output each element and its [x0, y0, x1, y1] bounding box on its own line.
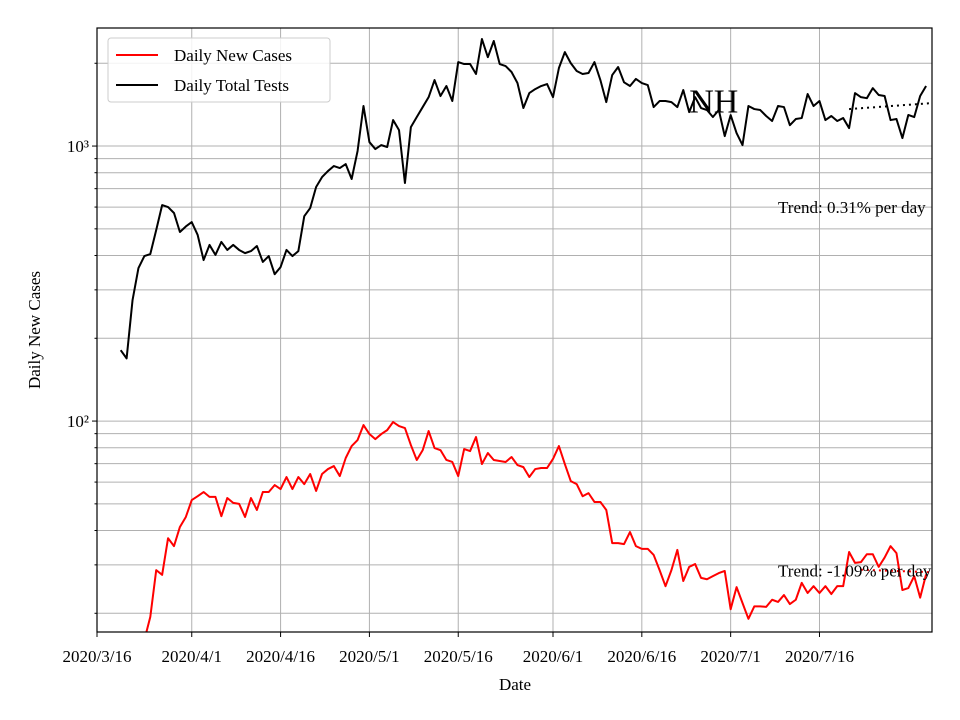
annotation: Trend: -1.09% per day: [778, 562, 932, 581]
legend-label: Daily Total Tests: [174, 76, 289, 95]
series-line: [145, 421, 928, 632]
x-tick-label: 2020/6/16: [607, 647, 676, 666]
y-tick-label: 10²: [67, 412, 89, 431]
x-tick-label: 2020/4/16: [246, 647, 315, 666]
legend-label: Daily New Cases: [174, 46, 292, 65]
y-axis-label: Daily New Cases: [25, 271, 44, 389]
x-tick-label: 2020/5/16: [424, 647, 493, 666]
legend: Daily New Cases Daily Total Tests: [107, 37, 331, 103]
annotation: Trend: 0.31% per day: [778, 198, 926, 217]
series-line: [119, 38, 927, 360]
x-axis-label: Date: [499, 675, 531, 694]
x-tick-label: 2020/7/1: [700, 647, 760, 666]
x-tick-label: 2020/5/1: [339, 647, 399, 666]
annotation: NH: [689, 84, 738, 121]
x-tick-label: 2020/4/1: [162, 647, 222, 666]
x-tick-label: 2020/3/16: [63, 647, 132, 666]
plot-frame: [96, 27, 933, 633]
x-tick-label: 2020/7/16: [785, 647, 854, 666]
legend-box: [107, 37, 331, 103]
plot-area: [119, 38, 932, 632]
trend-line: [849, 102, 932, 111]
y-tick-label: 10³: [67, 137, 89, 156]
x-tick-label: 2020/6/1: [523, 647, 583, 666]
